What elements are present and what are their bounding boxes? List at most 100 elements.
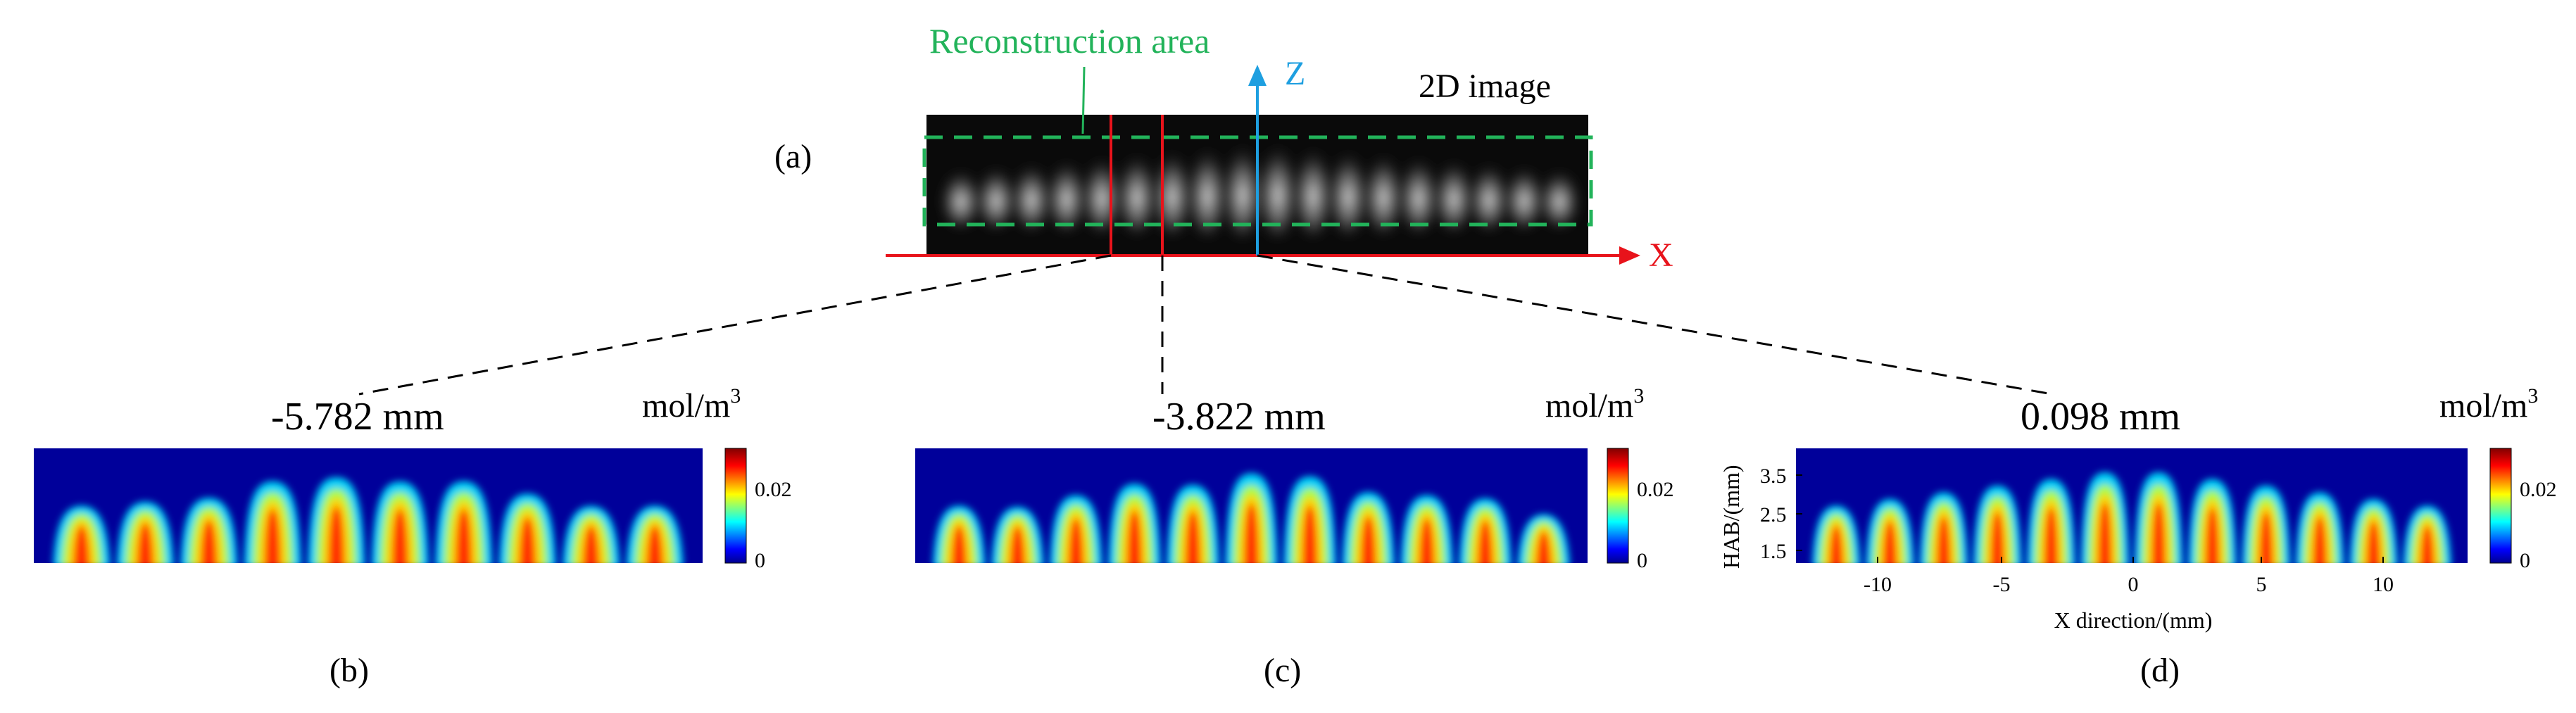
panel-c-peak-10-layer-4 xyxy=(1478,520,1493,563)
panel-d-peak-4-layer-4 xyxy=(1990,512,2004,563)
x-axis-label: X xyxy=(1649,236,1673,274)
flame-glow-18 xyxy=(1538,163,1581,227)
panel-b-peak-8-layer-4 xyxy=(519,517,536,563)
panel-b-colorbar xyxy=(724,448,747,564)
z-axis-label: Z xyxy=(1285,55,1305,92)
flame-glow-3 xyxy=(1010,156,1053,230)
panel-c-peak-2-layer-4 xyxy=(1010,526,1025,563)
panel-c-peak-5-layer-4 xyxy=(1186,511,1200,563)
panel-b-peak-3-layer-4 xyxy=(201,520,218,563)
flame-glow-6 xyxy=(1116,145,1158,234)
panel-c-peak-3-layer-4 xyxy=(1069,518,1083,563)
x-tick-label-minus10: -10 xyxy=(1864,573,1892,596)
panel-c-peak-1-layer-4 xyxy=(952,525,967,563)
panel-d: 0.098 mm mol/m3 3.5 2.5 1.5 HAB/(mm) -10… xyxy=(1719,384,2557,689)
panel-d-peak-3-layer-4 xyxy=(1937,517,1951,563)
flame-glow-15 xyxy=(1433,152,1475,231)
panel-b-peak-9-layer-4 xyxy=(583,526,599,563)
panel-b-peak-4-layer-4 xyxy=(265,509,281,563)
flame-glow-12 xyxy=(1327,141,1369,235)
panel-b-colorbar-max: 0.02 xyxy=(755,478,792,501)
panel-b-position: -5.782 mm xyxy=(271,395,444,438)
panel-d-peak-9-layer-4 xyxy=(2259,512,2273,563)
flame-glow-16 xyxy=(1468,156,1510,230)
panel-b-label: (b) xyxy=(329,652,369,689)
panel-c-peak-11-layer-4 xyxy=(1536,531,1551,563)
panel-d-peak-5-layer-4 xyxy=(2044,507,2059,563)
reconstruction-pointer xyxy=(1081,66,1086,134)
panel-d-peak-7-layer-4 xyxy=(2151,503,2166,563)
x-tick-label-10: 10 xyxy=(2373,573,2394,596)
panel-d-unit: mol/m3 xyxy=(2439,384,2538,424)
panel-c-colorbar-min: 0 xyxy=(1637,549,1647,572)
panel-d-colorbar-min: 0 xyxy=(2520,549,2530,572)
panel-d-colorbar xyxy=(2489,448,2512,564)
panel-b-peak-10-layer-4 xyxy=(646,525,663,563)
panel-d-y-axis: 3.5 2.5 1.5 HAB/(mm) xyxy=(1719,465,1802,569)
panel-c-flame-peaks xyxy=(933,473,1570,563)
panel-c-label: (c) xyxy=(1264,652,1301,689)
y-tick-label-2.5: 2.5 xyxy=(1760,503,1787,526)
flame-glow-1 xyxy=(940,163,982,227)
y-tick-label-3.5: 3.5 xyxy=(1760,465,1787,488)
panel-b-heatmap xyxy=(34,448,703,563)
panel-c-peak-7-layer-4 xyxy=(1302,505,1317,563)
flame-glow-13 xyxy=(1362,145,1405,234)
panel-c-peak-8-layer-4 xyxy=(1361,516,1376,563)
flame-glow-8 xyxy=(1186,137,1229,236)
panel-c: -3.822 mm mol/m3 0.02 0 (c) xyxy=(915,384,1674,689)
flame-glow-14 xyxy=(1397,149,1440,232)
panel-d-peak-12-layer-4 xyxy=(2420,525,2434,563)
panel-d-peak-10-layer-4 xyxy=(2313,517,2327,563)
x-tick-label-5: 5 xyxy=(2256,573,2267,596)
panel-d-peak-8-layer-4 xyxy=(2205,507,2220,563)
flame-glow-11 xyxy=(1292,137,1334,236)
panel-d-peak-6-layer-4 xyxy=(2098,503,2112,563)
y-axis-label: HAB/(mm) xyxy=(1719,465,1744,569)
panel-d-label: (d) xyxy=(2140,652,2180,689)
flame-glow-9 xyxy=(1221,134,1264,237)
panel-b-flame-peaks xyxy=(53,477,684,563)
panel-d-peak-2-layer-4 xyxy=(1883,521,1897,563)
z-axis-arrowhead xyxy=(1248,65,1267,86)
panel-c-colorbar-max: 0.02 xyxy=(1637,478,1674,501)
panel-c-unit: mol/m3 xyxy=(1545,384,1644,424)
panel-b-peak-7-layer-4 xyxy=(455,509,472,563)
x-tick-label-minus5: -5 xyxy=(1993,573,2011,596)
x-tick-label-0: 0 xyxy=(2128,573,2139,596)
panel-d-flame-peaks xyxy=(1812,472,2451,563)
panel-d-position: 0.098 mm xyxy=(2021,395,2180,438)
panel-c-position: -3.822 mm xyxy=(1152,395,1326,438)
y-tick-label-1.5: 1.5 xyxy=(1760,540,1787,563)
panel-b-peak-2-layer-4 xyxy=(137,523,153,563)
reconstruction-area-label: Reconstruction area xyxy=(929,21,1210,61)
flame-glow-4 xyxy=(1045,152,1088,231)
panel-b: -5.782 mm mol/m3 0.02 0 (b) xyxy=(34,384,792,689)
panel-d-heatmap xyxy=(1796,448,2468,563)
panel-a: (a) 2D image Reconstruction area X Z xyxy=(774,21,1673,274)
panel-c-heatmap xyxy=(915,448,1588,563)
panel-b-peak-6-layer-4 xyxy=(391,509,408,563)
panel-b-unit: mol/m3 xyxy=(642,384,741,424)
panel-d-x-axis: -10 -5 0 5 10 X direction/(mm) xyxy=(1864,557,2394,633)
panel-c-peak-9-layer-4 xyxy=(1419,518,1434,563)
panel-d-colorbar-max: 0.02 xyxy=(2520,478,2557,501)
x-axis-label-d: X direction/(mm) xyxy=(2054,607,2213,633)
panel-c-colorbar xyxy=(1607,448,1629,564)
flame-glow-17 xyxy=(1503,160,1545,229)
panel-b-peak-1-layer-4 xyxy=(73,525,90,563)
x-axis-arrowhead xyxy=(1619,246,1640,265)
panel-c-peak-6-layer-4 xyxy=(1244,503,1259,563)
image-title: 2D image xyxy=(1419,68,1551,105)
slice-connectors xyxy=(358,254,2053,396)
panel-b-colorbar-min: 0 xyxy=(755,549,765,572)
panel-c-peak-4-layer-4 xyxy=(1127,510,1142,563)
flame-glow-2 xyxy=(975,160,1017,229)
flame-glow-10 xyxy=(1257,134,1299,237)
connector-d xyxy=(1257,254,2053,396)
panel-a-label: (a) xyxy=(774,138,812,175)
connector-b xyxy=(358,254,1112,396)
panel-d-peak-1-layer-4 xyxy=(1829,525,1843,563)
panel-b-peak-5-layer-4 xyxy=(328,506,345,563)
